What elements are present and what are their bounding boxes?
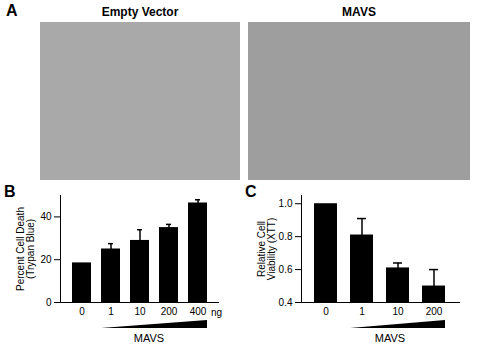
- svg-text:ng: ng: [211, 307, 222, 318]
- svg-text:0: 0: [79, 306, 85, 317]
- svg-text:MAVS: MAVS: [375, 332, 405, 344]
- svg-text:0.4: 0.4: [279, 297, 293, 308]
- svg-text:10: 10: [134, 306, 146, 317]
- svg-text:Percent Cell Death(Trypan Blue: Percent Cell Death(Trypan Blue): [15, 207, 36, 291]
- svg-text:200: 200: [426, 306, 443, 317]
- svg-text:1.0: 1.0: [279, 198, 293, 209]
- svg-text:1: 1: [359, 306, 365, 317]
- svg-text:10: 10: [392, 306, 404, 317]
- html-text:C: C: [245, 183, 257, 200]
- svg-text:400: 400: [190, 306, 207, 317]
- svg-text:40: 40: [40, 211, 52, 222]
- html-text:B: B: [4, 183, 16, 200]
- svg-text:Relative CellViability (XTT): Relative CellViability (XTT): [256, 218, 277, 281]
- html-text:A: A: [6, 2, 18, 19]
- svg-text:20: 20: [40, 254, 52, 265]
- svg-text:200: 200: [161, 306, 178, 317]
- svg-text:MAVS: MAVS: [134, 332, 164, 344]
- html-text:Empty Vector: Empty Vector: [101, 5, 179, 19]
- svg-text:0.8: 0.8: [279, 231, 293, 242]
- svg-text:1: 1: [108, 306, 114, 317]
- svg-text:0: 0: [46, 297, 52, 308]
- svg-text:0: 0: [323, 306, 329, 317]
- svg-text:0.6: 0.6: [279, 264, 293, 275]
- html-text:MAVS: MAVS: [342, 5, 376, 19]
